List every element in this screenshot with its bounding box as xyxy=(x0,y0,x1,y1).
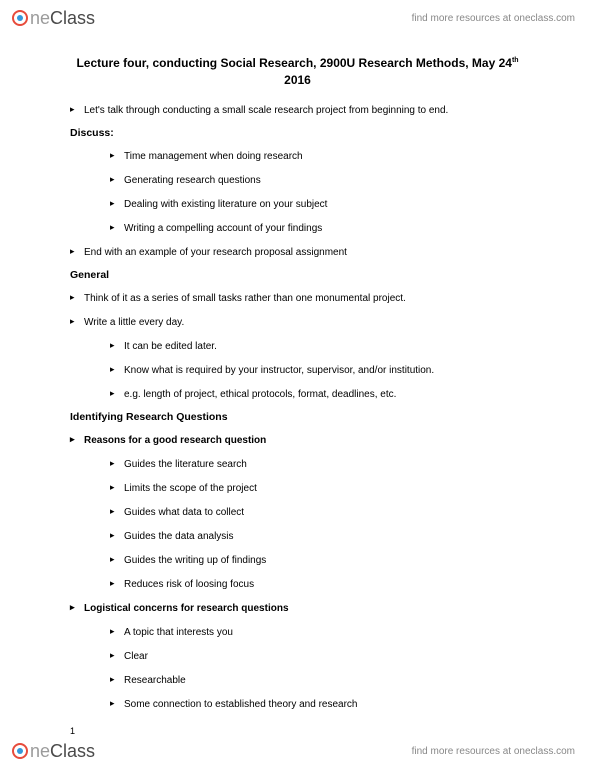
logo-icon xyxy=(12,743,28,759)
brand-logo: ne Class xyxy=(12,8,95,29)
list-item: Time management when doing research xyxy=(110,149,525,164)
brand-part1: ne xyxy=(30,741,50,762)
title-line2: 2016 xyxy=(284,73,311,87)
page-footer: ne Class find more resources at oneclass… xyxy=(0,741,595,762)
title-sup: th xyxy=(512,57,519,64)
document-body: Lecture four, conducting Social Research… xyxy=(0,33,595,712)
brand-part2: Class xyxy=(50,8,95,29)
section-general: General xyxy=(70,269,525,281)
list-item: Dealing with existing literature on your… xyxy=(110,197,525,212)
list-item: Know what is required by your instructor… xyxy=(110,363,525,378)
subhead-reasons: Reasons for a good research question xyxy=(70,433,525,448)
list-item: Guides the writing up of findings xyxy=(110,553,525,568)
list-item: Generating research questions xyxy=(110,173,525,188)
list-item: Researchable xyxy=(110,673,525,688)
list-item: Think of it as a series of small tasks r… xyxy=(70,291,525,306)
list-item: Guides the literature search xyxy=(110,457,525,472)
list-item: It can be edited later. xyxy=(110,339,525,354)
list-item: A topic that interests you xyxy=(110,625,525,640)
section-irq: Identifying Research Questions xyxy=(70,411,525,423)
page-number: 1 xyxy=(70,726,75,736)
page-header: ne Class find more resources at oneclass… xyxy=(0,0,595,33)
section-discuss: Discuss: xyxy=(70,127,525,139)
brand-logo-footer: ne Class xyxy=(12,741,95,762)
intro-item: Let's talk through conducting a small sc… xyxy=(70,103,525,118)
logo-icon xyxy=(12,10,28,26)
list-item: End with an example of your research pro… xyxy=(70,245,525,260)
list-item: Clear xyxy=(110,649,525,664)
page-title: Lecture four, conducting Social Research… xyxy=(70,55,525,89)
list-item: Write a little every day. xyxy=(70,315,525,330)
header-tagline: find more resources at oneclass.com xyxy=(412,13,575,24)
list-item: Writing a compelling account of your fin… xyxy=(110,221,525,236)
brand-part2: Class xyxy=(50,741,95,762)
list-item: e.g. length of project, ethical protocol… xyxy=(110,387,525,402)
list-item: Guides what data to collect xyxy=(110,505,525,520)
footer-tagline: find more resources at oneclass.com xyxy=(412,746,575,757)
subhead-logistical: Logistical concerns for research questio… xyxy=(70,601,525,616)
brand-part1: ne xyxy=(30,8,50,29)
list-item: Guides the data analysis xyxy=(110,529,525,544)
title-line1: Lecture four, conducting Social Research… xyxy=(76,56,511,70)
list-item: Some connection to established theory an… xyxy=(110,697,525,712)
list-item: Reduces risk of loosing focus xyxy=(110,577,525,592)
list-item: Limits the scope of the project xyxy=(110,481,525,496)
